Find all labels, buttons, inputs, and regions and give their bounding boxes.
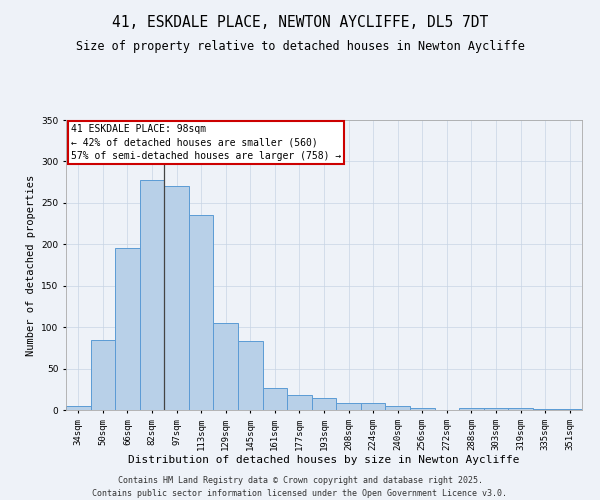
Text: 41, ESKDALE PLACE, NEWTON AYCLIFFE, DL5 7DT: 41, ESKDALE PLACE, NEWTON AYCLIFFE, DL5 …	[112, 15, 488, 30]
Bar	[91, 340, 115, 410]
Bar	[115, 248, 140, 410]
Bar	[385, 406, 410, 410]
Text: Size of property relative to detached houses in Newton Aycliffe: Size of property relative to detached ho…	[76, 40, 524, 53]
Bar	[263, 388, 287, 410]
Bar	[214, 323, 238, 410]
Bar	[484, 408, 508, 410]
Bar	[557, 409, 582, 410]
Text: 41 ESKDALE PLACE: 98sqm
← 42% of detached houses are smaller (560)
57% of semi-d: 41 ESKDALE PLACE: 98sqm ← 42% of detache…	[71, 124, 341, 161]
Bar	[140, 180, 164, 410]
Bar	[189, 216, 214, 410]
Bar	[66, 406, 91, 410]
Bar	[164, 186, 189, 410]
Bar	[508, 408, 533, 410]
Bar	[287, 395, 312, 410]
Bar	[361, 404, 385, 410]
Bar	[312, 398, 336, 410]
Bar	[459, 408, 484, 410]
Bar	[238, 341, 263, 410]
Bar	[533, 409, 557, 410]
Bar	[410, 408, 434, 410]
Bar	[336, 404, 361, 410]
X-axis label: Distribution of detached houses by size in Newton Aycliffe: Distribution of detached houses by size …	[128, 456, 520, 466]
Y-axis label: Number of detached properties: Number of detached properties	[26, 174, 35, 356]
Text: Contains HM Land Registry data © Crown copyright and database right 2025.
Contai: Contains HM Land Registry data © Crown c…	[92, 476, 508, 498]
